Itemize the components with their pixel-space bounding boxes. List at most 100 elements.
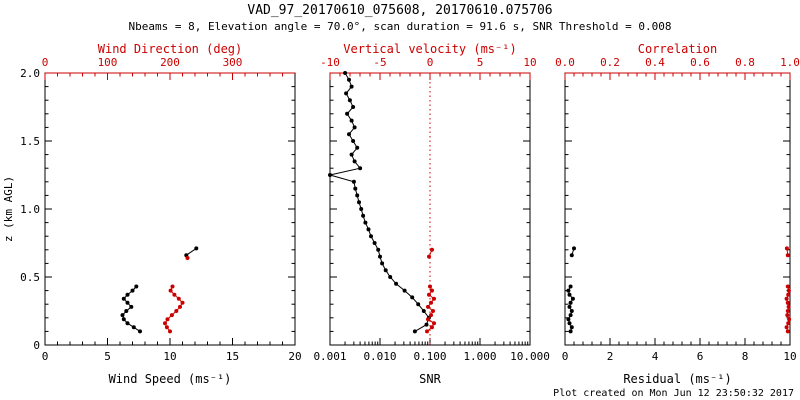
- x-top-tick-label: 0.4: [645, 56, 665, 69]
- vertical-velocity-marker: [432, 296, 436, 301]
- x-tick-label: 0.010: [363, 350, 396, 363]
- correlation-series: [784, 246, 792, 334]
- x-top-tick-label: 1.0: [780, 56, 800, 69]
- snr-marker: [359, 207, 364, 211]
- wind-direction-marker: [168, 329, 172, 334]
- y-tick-label: 0.5: [20, 271, 40, 284]
- snr-marker: [380, 261, 385, 266]
- correlation-marker: [786, 292, 791, 297]
- snr-marker: [347, 77, 351, 82]
- correlation-marker: [785, 313, 790, 318]
- x-top-tick-label: 0.0: [555, 56, 575, 69]
- x-tick-label: 10: [783, 350, 796, 363]
- residual-profile-bottom-axis-label: Residual (ms⁻¹): [623, 372, 731, 386]
- y-axis-label: z (km AGL): [2, 176, 15, 242]
- vertical-velocity-marker: [429, 313, 433, 318]
- wind-direction-marker: [163, 321, 167, 326]
- vertical-velocity-marker: [426, 317, 430, 322]
- snr-marker: [351, 139, 356, 143]
- plot-frame: [44, 72, 296, 346]
- x-tick-label: 10: [163, 350, 176, 363]
- vertical-velocity-marker: [426, 304, 430, 309]
- vertical-velocity-marker: [425, 329, 429, 334]
- x-tick-label: 2: [607, 350, 614, 363]
- wind-speed-marker: [134, 284, 139, 289]
- plot-created-note: Plot created on Mon Jun 12 23:50:32 2017: [553, 388, 794, 399]
- snr-profile-panel: 0.001 0.010 0.100 1.000 10.000 SNR -10 -5 0 5 10 Ve…: [313, 42, 549, 386]
- x-top-tick-label: 100: [98, 56, 118, 69]
- vertical-velocity-marker: [427, 292, 431, 297]
- snr-marker: [357, 200, 361, 205]
- correlation-marker: [785, 309, 790, 313]
- snr-marker: [347, 98, 352, 103]
- snr-marker: [402, 288, 407, 293]
- snr-marker: [351, 105, 356, 109]
- snr-marker: [363, 220, 368, 225]
- snr-marker: [421, 309, 426, 313]
- x-tick-label: 5: [104, 350, 111, 363]
- residual-marker: [569, 309, 574, 313]
- correlation-marker: [787, 317, 792, 322]
- x-tick-label: 1.000: [463, 350, 496, 363]
- plot-frame: [564, 72, 791, 346]
- wind-direction-marker: [164, 325, 169, 330]
- snr-marker: [349, 152, 354, 157]
- vertical-velocity-marker: [431, 309, 435, 313]
- snr-profile-top-axis-label: Vertical velocity (ms⁻¹): [343, 42, 516, 56]
- wind-direction-marker: [180, 300, 185, 305]
- x-top-tick-label: 200: [160, 56, 180, 69]
- vertical-velocity-marker: [430, 247, 434, 252]
- wind-direction-marker: [178, 304, 182, 309]
- x-tick-label: 10.000: [510, 350, 550, 363]
- residual-marker: [569, 253, 574, 258]
- snr-marker: [388, 275, 393, 279]
- wind-speed-series: [120, 246, 199, 334]
- snr-marker: [372, 241, 377, 245]
- y-tick-label: 1.5: [20, 135, 40, 148]
- snr-marker: [328, 173, 332, 177]
- vertical-velocity-marker: [430, 288, 434, 293]
- snr-marker: [412, 329, 417, 334]
- residual-marker: [568, 313, 573, 318]
- wind-speed-marker: [121, 296, 126, 301]
- wind-speed-marker: [121, 317, 126, 322]
- y-tick-label: 0: [33, 339, 40, 352]
- snr-marker: [369, 234, 373, 239]
- snr-marker: [349, 84, 354, 89]
- wind-speed-marker: [131, 325, 136, 330]
- vertical-velocity-marker: [427, 254, 431, 259]
- wind-direction-series: [163, 256, 190, 334]
- x-tick-label: 0: [562, 350, 569, 363]
- snr-marker: [424, 322, 429, 327]
- correlation-marker: [785, 329, 790, 334]
- snr-marker: [352, 125, 357, 130]
- residual-marker: [570, 296, 575, 301]
- x-tick-label: 20: [288, 350, 301, 363]
- correlation-marker: [785, 284, 790, 289]
- x-tick-label: 15: [226, 350, 239, 363]
- vertical-velocity-series: [425, 247, 436, 334]
- snr-marker: [394, 281, 399, 286]
- snr-marker: [383, 268, 388, 273]
- residual-marker: [566, 317, 571, 322]
- correlation-marker: [785, 300, 790, 305]
- x-top-tick-label: 0: [42, 56, 49, 69]
- x-top-tick-label: 0.8: [735, 56, 755, 69]
- vertical-velocity-marker: [432, 321, 436, 326]
- wind-speed-marker: [120, 313, 125, 318]
- snr-marker: [410, 295, 415, 300]
- snr-marker: [352, 159, 357, 164]
- residual-marker: [568, 300, 573, 305]
- snr-marker: [416, 302, 421, 307]
- vertical-velocity-marker: [429, 300, 433, 305]
- plot-subtitle: Nbeams = 8, Elevation angle = 70.0°, sca…: [128, 20, 672, 33]
- correlation-marker: [786, 288, 791, 293]
- wind-speed-marker: [125, 292, 130, 297]
- snr-series: [328, 71, 431, 334]
- wind-speed-marker: [125, 321, 130, 326]
- wind-direction-marker: [174, 309, 179, 313]
- vertical-velocity-marker: [428, 284, 432, 289]
- x-top-tick-label: -10: [320, 56, 340, 69]
- wind-direction-marker: [176, 296, 181, 301]
